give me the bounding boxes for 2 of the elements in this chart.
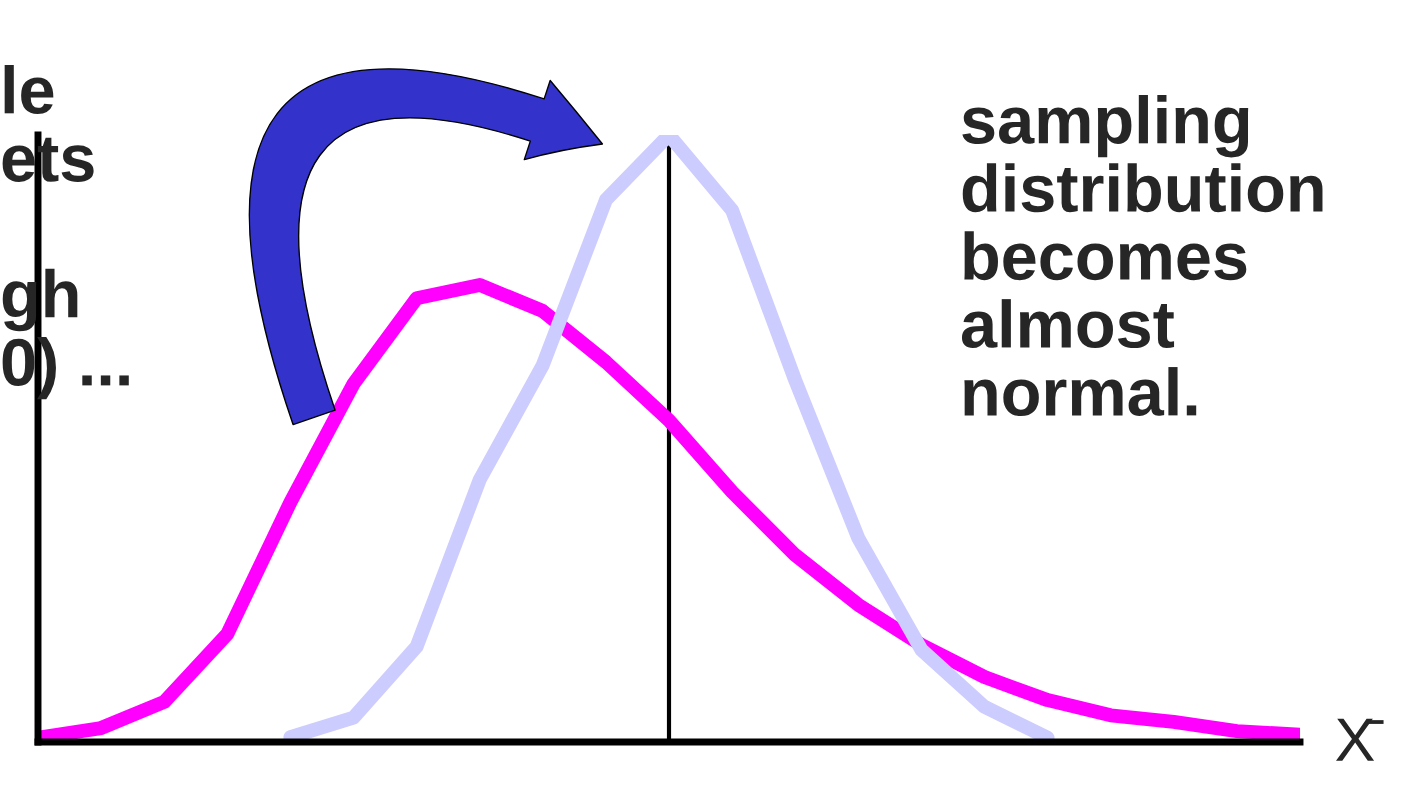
x-axis-title: X̄	[1335, 718, 1384, 761]
annotation: sampling distribution becomes almost normal.	[961, 95, 1323, 417]
